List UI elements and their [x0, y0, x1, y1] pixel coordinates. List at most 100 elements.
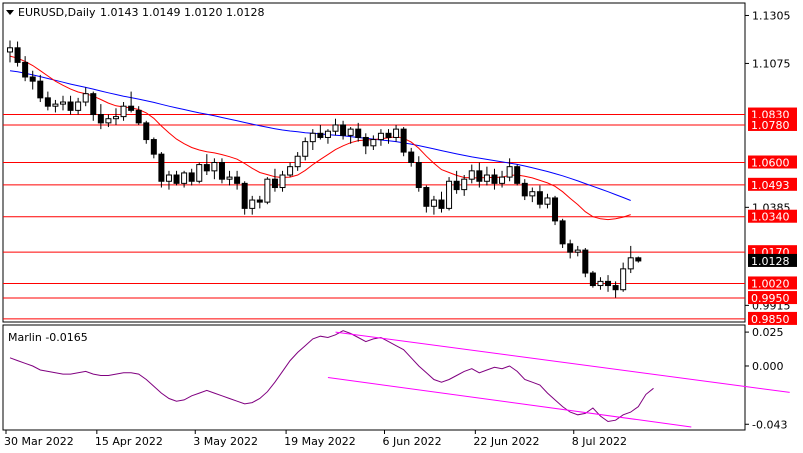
candle-2: [22, 56, 29, 82]
candle-body-35: [271, 178, 278, 189]
trend-line-lower: [327, 377, 692, 428]
candle-27: [211, 158, 218, 180]
candle-31: [241, 181, 248, 215]
candle-body-42: [324, 130, 331, 138]
candle-47: [362, 133, 369, 155]
oscillator-label: Marlin -0.0165: [8, 331, 88, 344]
candle-body-9: [75, 101, 82, 111]
candle-body-25: [196, 164, 203, 182]
level-label-bg-1: [748, 117, 797, 131]
candle-66: [506, 158, 513, 182]
osc-tick-label-2: -0.043: [752, 418, 787, 431]
candle-73: [559, 218, 566, 249]
candle-21: [165, 170, 172, 190]
level-label-6: 1.0020: [751, 277, 790, 290]
level-label-bg-3: [748, 177, 797, 191]
candle-body-74: [567, 243, 574, 253]
candle-12: [97, 104, 104, 130]
candle-20: [158, 152, 165, 188]
candle-81: [620, 262, 627, 292]
collapse-triangle-icon[interactable]: [6, 10, 14, 15]
candle-body-65: [499, 176, 506, 184]
price-tick-label-0: 1.1305: [752, 9, 791, 22]
candle-body-47: [362, 136, 369, 147]
candle-16: [128, 91, 135, 113]
candle-body-24: [188, 172, 195, 182]
candle-3: [29, 70, 36, 90]
candle-body-3: [29, 76, 36, 82]
candle-56: [430, 195, 437, 215]
candle-55: [423, 185, 430, 213]
candle-body-66: [506, 166, 513, 178]
candle-body-77: [589, 272, 596, 287]
candle-body-14: [112, 116, 119, 120]
candle-34: [264, 177, 271, 205]
candle-body-67: [514, 166, 521, 184]
candle-body-36: [279, 174, 286, 189]
candle-body-19: [150, 139, 157, 155]
candle-body-26: [203, 164, 210, 172]
candle-54: [415, 156, 422, 192]
candle-64: [491, 168, 498, 190]
candle-74: [567, 239, 574, 259]
candle-36: [279, 170, 286, 192]
candle-body-76: [582, 249, 589, 274]
osc-tick-label-1: 0.000: [752, 360, 784, 373]
candle-body-15: [120, 105, 127, 118]
candle-body-17: [135, 109, 142, 124]
level-label-bg-8: [748, 311, 797, 325]
candle-63: [483, 166, 490, 186]
candle-77: [589, 270, 596, 288]
candle-body-28: [218, 162, 225, 180]
level-label-3: 1.0493: [751, 179, 790, 192]
candle-35: [271, 168, 278, 192]
x-tick-label-4: 6 Jun 2022: [383, 435, 442, 448]
candle-82: [627, 245, 634, 274]
candle-80: [612, 281, 619, 298]
candle-7: [59, 95, 66, 111]
candle-48: [370, 135, 377, 150]
candle-body-49: [377, 132, 384, 141]
candle-body-16: [128, 105, 135, 111]
level-label-1: 1.0780: [751, 119, 790, 132]
candle-body-39: [302, 141, 309, 157]
candle-body-38: [294, 155, 301, 168]
candle-body-30: [234, 176, 241, 184]
candle-body-43: [332, 124, 339, 132]
candle-23: [181, 170, 188, 188]
candle-45: [347, 127, 354, 144]
level-label-bg-2: [748, 155, 797, 169]
candle-body-57: [438, 199, 445, 209]
level-label-bg-7: [748, 291, 797, 305]
candle-body-79: [605, 280, 612, 287]
x-tick-label-5: 22 Jun 2022: [473, 435, 539, 448]
candle-body-75: [574, 249, 581, 253]
trend-line-upper: [335, 331, 790, 393]
candle-body-62: [476, 170, 483, 182]
candle-83: [635, 256, 642, 263]
level-label-bg-0: [748, 107, 797, 121]
candle-body-78: [597, 280, 604, 287]
candle-body-50: [385, 132, 392, 138]
candle-71: [544, 193, 551, 209]
candle-body-4: [37, 80, 44, 99]
candle-body-60: [461, 178, 468, 191]
candle-68: [521, 179, 528, 201]
candle-body-23: [181, 172, 188, 184]
x-tick-label-0: 30 Mar 2022: [4, 435, 74, 448]
candle-body-1: [14, 47, 21, 63]
candle-79: [605, 275, 612, 292]
candle-body-52: [400, 128, 407, 153]
candle-body-80: [612, 285, 619, 291]
current-price-bg: [748, 253, 797, 267]
candle-61: [468, 164, 475, 184]
candle-body-10: [82, 93, 89, 103]
candle-body-20: [158, 153, 165, 182]
candle-75: [574, 245, 581, 257]
candle-body-72: [552, 197, 559, 222]
candle-body-41: [317, 132, 324, 138]
x-tick-label-2: 3 May 2022: [193, 435, 258, 448]
candle-5: [44, 91, 51, 111]
level-label-2: 1.0600: [751, 157, 790, 170]
candle-40: [309, 129, 316, 150]
